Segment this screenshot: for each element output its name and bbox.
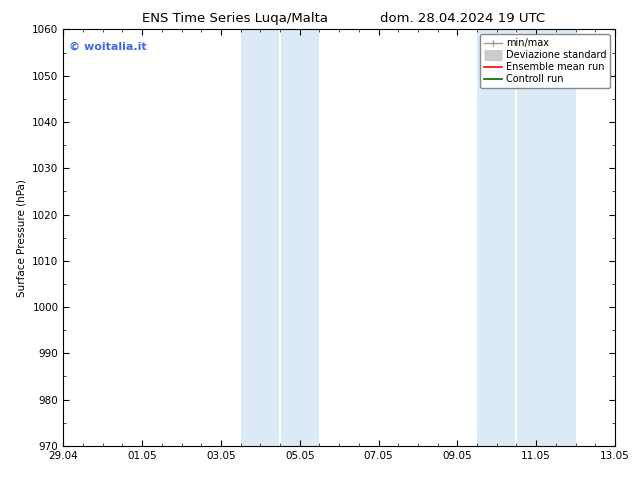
Text: © woitalia.it: © woitalia.it bbox=[69, 42, 146, 52]
Y-axis label: Surface Pressure (hPa): Surface Pressure (hPa) bbox=[16, 179, 27, 296]
Bar bbox=[517, 29, 576, 446]
Bar bbox=[280, 29, 320, 446]
Text: dom. 28.04.2024 19 UTC: dom. 28.04.2024 19 UTC bbox=[380, 12, 545, 25]
Text: ENS Time Series Luqa/Malta: ENS Time Series Luqa/Malta bbox=[141, 12, 328, 25]
Bar bbox=[241, 29, 280, 446]
Legend: min/max, Deviazione standard, Ensemble mean run, Controll run: min/max, Deviazione standard, Ensemble m… bbox=[481, 34, 610, 88]
Bar bbox=[477, 29, 517, 446]
